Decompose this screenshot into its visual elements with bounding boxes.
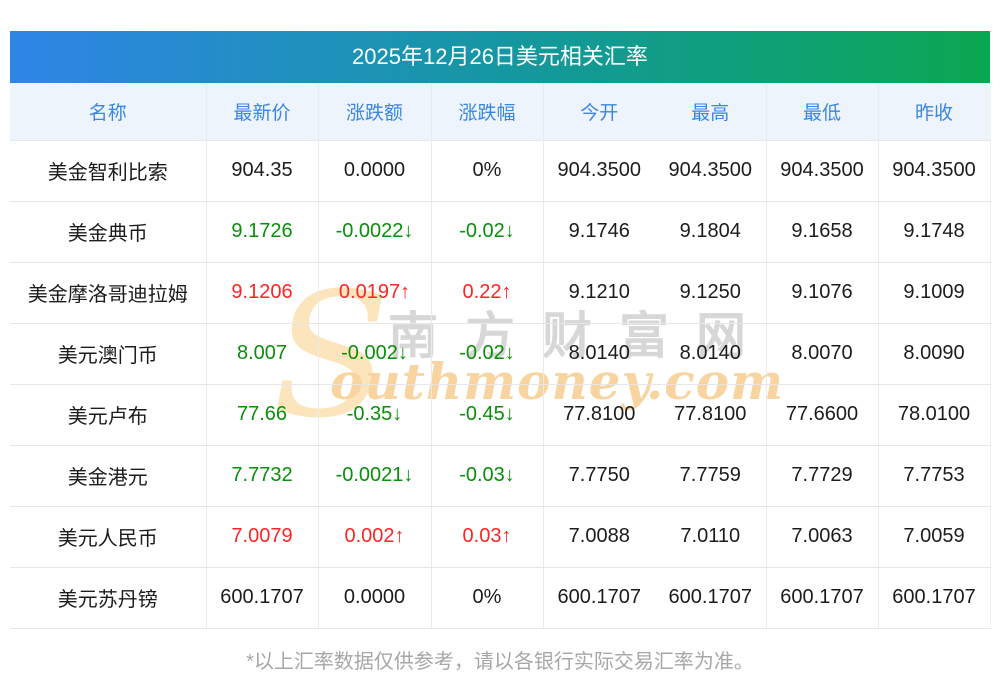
currency-name-cell: 美金智利比索 xyxy=(10,140,207,202)
table-header-row: 名称 最新价 涨跌额 涨跌幅 今开 最高 最低 昨收 xyxy=(10,83,991,141)
table-row: 美金智利比索 904.35 0.0000 0% 904.3500 904.3500 904.… xyxy=(10,140,991,202)
value-cell: 8.0090 xyxy=(878,323,991,385)
column-header-3: 涨跌额 xyxy=(318,83,432,141)
value-cell: 8.0140 xyxy=(655,323,767,385)
table-title-bar: 2025年12月26日美元相关汇率 xyxy=(10,31,990,83)
value-cell: 0.0000 xyxy=(318,140,432,202)
value-cell: 9.1076 xyxy=(766,262,879,324)
value-cell: 600.1707 xyxy=(206,567,319,629)
value-cell: -0.45↓ xyxy=(431,384,544,446)
table-row: 美金港元 7.7732 -0.0021↓ -0.03↓ 7.7750 7.7759 7.77… xyxy=(10,445,991,507)
value-cell: 600.1707 xyxy=(766,567,879,629)
value-cell: 904.35 xyxy=(206,140,319,202)
column-header-8: 昨收 xyxy=(878,83,991,141)
value-cell: 600.1707 xyxy=(655,567,767,629)
value-cell: 7.0059 xyxy=(878,506,991,568)
value-cell: 9.1748 xyxy=(878,201,991,263)
value-cell: 600.1707 xyxy=(878,567,991,629)
value-cell: 7.7729 xyxy=(766,445,879,507)
disclaimer-text: *以上汇率数据仅供参考，请以各银行实际交易汇率为准。 xyxy=(246,651,754,673)
rates-table: 名称 最新价 涨跌额 涨跌幅 今开 最高 最低 昨收 美金智利比索 904.35 0.0000 0%… xyxy=(10,83,991,629)
column-header-6: 最高 xyxy=(655,83,767,141)
page-title: 2025年12月26日美元相关汇率 xyxy=(352,44,648,69)
table-row: 美元苏丹镑 600.1707 0.0000 0% 600.1707 600.1707 600… xyxy=(10,567,991,629)
value-cell: 9.1726 xyxy=(206,201,319,263)
value-cell: 7.0088 xyxy=(543,506,655,568)
currency-name-cell: 美元卢布 xyxy=(10,384,207,446)
value-cell: -0.35↓ xyxy=(318,384,432,446)
value-cell: 7.0079 xyxy=(206,506,319,568)
column-header-4: 涨跌幅 xyxy=(431,83,544,141)
value-cell: 0.0197↑ xyxy=(318,262,432,324)
currency-name-cell: 美元人民币 xyxy=(10,506,207,568)
value-cell: 7.7750 xyxy=(543,445,655,507)
value-cell: 904.3500 xyxy=(766,140,879,202)
currency-name-cell: 美元澳门币 xyxy=(10,323,207,385)
value-cell: 0% xyxy=(431,567,544,629)
column-header-5: 今开 xyxy=(543,83,655,141)
value-cell: 9.1210 xyxy=(543,262,655,324)
value-cell: 7.7759 xyxy=(655,445,767,507)
table-row: 美金摩洛哥迪拉姆 9.1206 0.0197↑ 0.22↑ 9.1210 9.1250 9.… xyxy=(10,262,991,324)
value-cell: 8.007 xyxy=(206,323,319,385)
value-cell: 9.1658 xyxy=(766,201,879,263)
value-cell: 8.0070 xyxy=(766,323,879,385)
value-cell: 77.8100 xyxy=(655,384,767,446)
value-cell: 9.1250 xyxy=(655,262,767,324)
value-cell: -0.03↓ xyxy=(431,445,544,507)
value-cell: 8.0140 xyxy=(543,323,655,385)
column-header-1: 名称 xyxy=(10,83,207,141)
value-cell: -0.0021↓ xyxy=(318,445,432,507)
value-cell: 9.1746 xyxy=(543,201,655,263)
value-cell: 77.6600 xyxy=(766,384,879,446)
value-cell: 77.66 xyxy=(206,384,319,446)
table-row: 美元澳门币 8.007 -0.002↓ -0.02↓ 8.0140 8.0140 8.007… xyxy=(10,323,991,385)
currency-name-cell: 美金典币 xyxy=(10,201,207,263)
value-cell: 0% xyxy=(431,140,544,202)
value-cell: -0.02↓ xyxy=(431,201,544,263)
currency-name-cell: 美元苏丹镑 xyxy=(10,567,207,629)
column-header-2: 最新价 xyxy=(206,83,319,141)
value-cell: 0.22↑ xyxy=(431,262,544,324)
value-cell: 7.7732 xyxy=(206,445,319,507)
table-row: 美元卢布 77.66 -0.35↓ -0.45↓ 77.8100 77.8100 77.66… xyxy=(10,384,991,446)
value-cell: 904.3500 xyxy=(655,140,767,202)
value-cell: 9.1804 xyxy=(655,201,767,263)
value-cell: 0.03↑ xyxy=(431,506,544,568)
value-cell: 600.1707 xyxy=(543,567,655,629)
currency-name-cell: 美金摩洛哥迪拉姆 xyxy=(10,262,207,324)
value-cell: 7.7753 xyxy=(878,445,991,507)
value-cell: 7.0110 xyxy=(655,506,767,568)
value-cell: 904.3500 xyxy=(878,140,991,202)
value-cell: -0.0022↓ xyxy=(318,201,432,263)
value-cell: -0.002↓ xyxy=(318,323,432,385)
value-cell: 9.1009 xyxy=(878,262,991,324)
value-cell: 7.0063 xyxy=(766,506,879,568)
value-cell: -0.02↓ xyxy=(431,323,544,385)
value-cell: 9.1206 xyxy=(206,262,319,324)
currency-name-cell: 美金港元 xyxy=(10,445,207,507)
table-row: 美元人民币 7.0079 0.002↑ 0.03↑ 7.0088 7.0110 7.0063… xyxy=(10,506,991,568)
value-cell: 77.8100 xyxy=(543,384,655,446)
value-cell: 0.002↑ xyxy=(318,506,432,568)
value-cell: 904.3500 xyxy=(543,140,655,202)
rates-table-container: 2025年12月26日美元相关汇率 名称 最新价 涨跌额 涨跌幅 今开 最高 最低 昨收 美金… xyxy=(10,31,991,629)
value-cell: 0.0000 xyxy=(318,567,432,629)
column-header-7: 最低 xyxy=(766,83,879,141)
table-row: 美金典币 9.1726 -0.0022↓ -0.02↓ 9.1746 9.1804 9.16… xyxy=(10,201,991,263)
value-cell: 78.0100 xyxy=(878,384,991,446)
